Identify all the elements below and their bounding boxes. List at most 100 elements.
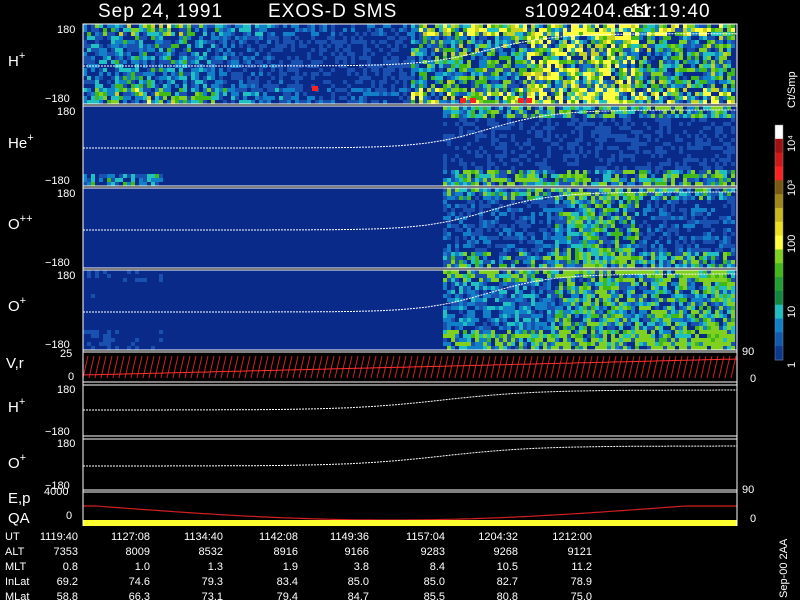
spectrogram-cell: [375, 68, 379, 72]
spectrogram-cell: [503, 342, 507, 346]
spectrogram-cell: [259, 96, 263, 100]
spectrogram-cell: [695, 178, 699, 182]
spectrogram-cell: [695, 138, 699, 142]
spectrogram-cell: [151, 44, 155, 48]
spectrogram-cell: [643, 188, 647, 192]
spectrogram-cell: [571, 232, 575, 236]
spectrogram-cell: [351, 36, 355, 40]
spectrogram-cell: [623, 290, 627, 294]
spectrogram-cell: [475, 166, 479, 170]
spectrogram-cell: [655, 48, 659, 52]
spectrogram-cell: [491, 278, 495, 282]
spectrogram-cell: [507, 232, 511, 236]
spectrogram-cell: [207, 40, 211, 44]
spectrogram-cell: [379, 40, 383, 44]
spectrogram-cell: [483, 240, 487, 244]
spectrogram-cell: [107, 56, 111, 60]
spectrogram-cell: [663, 56, 667, 60]
spectrogram-cell: [83, 174, 87, 178]
spectrogram-cell: [659, 28, 663, 32]
spectrogram-cell: [615, 166, 619, 170]
spectrogram-cell: [131, 84, 135, 88]
spectrogram-cell: [535, 346, 539, 350]
spectrogram-cell: [647, 28, 651, 32]
spectrogram-cell: [595, 306, 599, 310]
spectrogram-cell: [723, 60, 727, 64]
spectrogram-cell: [723, 68, 727, 72]
spectrogram-cell: [459, 260, 463, 264]
spectrogram-cell: [711, 44, 715, 48]
spectrogram-cell: [631, 52, 635, 56]
spectrogram-cell: [103, 174, 107, 178]
spectrogram-cell: [563, 248, 567, 252]
spectrogram-cell: [575, 286, 579, 290]
spectrogram-cell: [535, 92, 539, 96]
spectrogram-cell: [559, 260, 563, 264]
spectrogram-cell: [591, 134, 595, 138]
spectrogram-cell: [531, 274, 535, 278]
spectrogram-cell: [495, 298, 499, 302]
spectrogram-cell: [595, 334, 599, 338]
spectrogram-cell: [499, 314, 503, 318]
spectrogram-cell: [667, 52, 671, 56]
spectrogram-cell: [603, 212, 607, 216]
spectrogram-cell: [519, 236, 523, 240]
spectrogram-cell: [595, 224, 599, 228]
spectrogram-cell: [703, 170, 707, 174]
spectrogram-cell: [291, 40, 295, 44]
spectrogram-cell: [719, 76, 723, 80]
spectrogram-cell: [279, 80, 283, 84]
spectrogram-cell: [627, 306, 631, 310]
spectrogram-cell: [515, 274, 519, 278]
spectrogram-cell: [619, 318, 623, 322]
spectrogram-cell: [547, 334, 551, 338]
spectrogram-cell: [623, 244, 627, 248]
spectrogram-cell: [591, 342, 595, 346]
spectrogram-cell: [559, 52, 563, 56]
spectrogram-cell: [603, 342, 607, 346]
spectrogram-cell: [483, 68, 487, 72]
spectrogram-cell: [691, 146, 695, 150]
spectrogram-cell: [455, 178, 459, 182]
spectrogram-cell: [427, 32, 431, 36]
spectrogram-cell: [599, 64, 603, 68]
spectrogram-cell: [623, 64, 627, 68]
spectrogram-cell: [163, 92, 167, 96]
spectrogram-cell: [131, 174, 135, 178]
spectrogram-cell: [619, 260, 623, 264]
spectrogram-cell: [455, 236, 459, 240]
spectrogram-cell: [451, 196, 455, 200]
spectrogram-cell: [699, 100, 703, 104]
spectrogram-cell: [559, 216, 563, 220]
spectrogram-cell: [167, 56, 171, 60]
spectrogram-cell: [451, 188, 455, 192]
spectrogram-cell: [495, 188, 499, 192]
spectrogram-cell: [563, 216, 567, 220]
spectrogram-cell: [435, 36, 439, 40]
spectrogram-cell: [575, 224, 579, 228]
spectrogram-cell: [507, 60, 511, 64]
spectrogram-cell: [511, 80, 515, 84]
spectrogram-cell: [703, 72, 707, 76]
spectrogram-cell: [163, 52, 167, 56]
spectrogram-cell: [451, 114, 455, 118]
spectrogram-cell: [599, 146, 603, 150]
spectrogram-cell: [515, 52, 519, 56]
spectrogram-cell: [599, 40, 603, 44]
spectrogram-cell: [503, 150, 507, 154]
spectrogram-cell: [127, 40, 131, 44]
spectrogram-cell: [575, 252, 579, 256]
spectrogram-cell: [731, 28, 735, 32]
spectrogram-cell: [451, 318, 455, 322]
spectrogram-cell: [243, 60, 247, 64]
spectrogram-cell: [579, 228, 583, 232]
spectrogram-cell: [655, 256, 659, 260]
spectrogram-cell: [427, 56, 431, 60]
spectrogram-cell: [415, 80, 419, 84]
spectrogram-cell: [143, 84, 147, 88]
spectrogram-cell: [455, 216, 459, 220]
spectrogram-cell: [623, 118, 627, 122]
spectrogram-cell: [691, 236, 695, 240]
spectrogram-cell: [611, 44, 615, 48]
spectrogram-cell: [83, 182, 87, 186]
